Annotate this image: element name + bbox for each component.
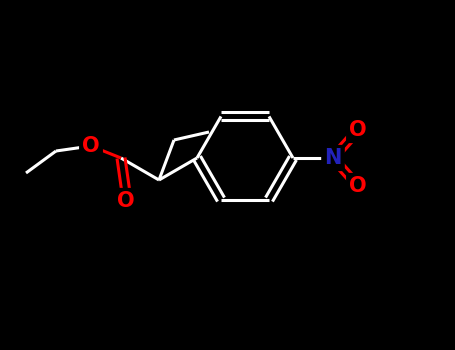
Text: O: O <box>349 176 367 196</box>
Text: O: O <box>349 120 367 140</box>
Text: O: O <box>82 136 100 156</box>
Text: N: N <box>324 148 342 168</box>
Text: O: O <box>117 191 135 211</box>
